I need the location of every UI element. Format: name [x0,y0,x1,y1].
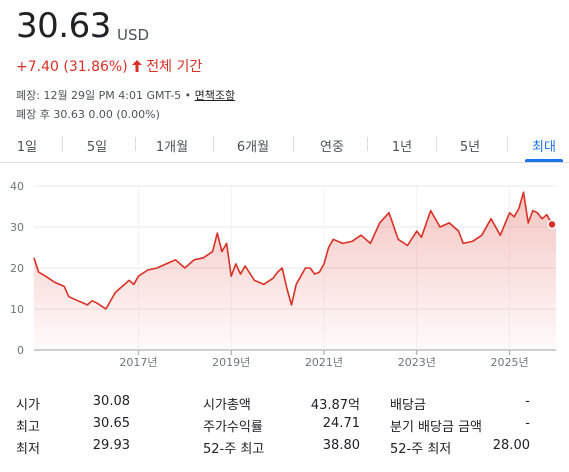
last-price-point [547,219,557,230]
stat-value: 30.65 [92,416,130,431]
close-info-text: 폐장: 12월 29일 PM 4:01 GMT-5 • [16,89,195,102]
stat-label: 최저 [16,442,40,457]
y-tick-label: 40 [10,180,24,193]
stat-value: 29.93 [92,438,130,453]
x-tick-label: 2021년 [305,356,343,369]
y-tick-label: 10 [10,303,24,316]
stat-label: 배당금 [390,398,426,413]
tab-separator [507,137,508,151]
tab-range-7[interactable]: 최대 [532,140,556,155]
stat-label: 시가총액 [203,398,251,413]
stat-value: 24.71 [322,416,360,431]
stat-label: 52-주 최저 [390,442,452,457]
tab-range-2[interactable]: 1개월 [155,140,189,155]
tab-separator [367,137,368,151]
active-tab-indicator [525,159,563,162]
stat-value: - [525,416,530,431]
tab-separator [293,137,294,151]
tab-range-6[interactable]: 5년 [459,140,481,155]
stats-row: 시가 30.08 시가총액 43.87억 배당금 - [0,394,569,414]
price-chart[interactable]: 0 10 20 30 40 2017년 2019년 2021년 2023년 2025년 [0,170,569,380]
y-tick-label: 20 [10,262,24,275]
stats-row: 최고 30.65 주가수익률 24.71 분기 배당금 금액 - [0,416,569,436]
arrow-up-icon [132,60,146,75]
currency-label: USD [117,26,150,44]
stats-row: 최저 29.93 52-주 최고 38.80 52-주 최저 28.00 [0,438,569,458]
tab-range-3[interactable]: 6개월 [236,140,270,155]
stat-value: 43.87억 [310,398,360,413]
tab-range-4[interactable]: 연중 [320,140,344,155]
close-info: 폐장: 12월 29일 PM 4:01 GMT-5 • 면책조항 [16,87,235,103]
stat-label: 주가수익률 [203,420,263,435]
y-tick-label: 30 [10,221,24,234]
tab-separator [213,137,214,151]
stat-value: 38.80 [322,438,360,453]
series-line [33,191,557,310]
tab-separator [436,137,437,151]
stat-label: 최고 [16,420,40,435]
stat-label: 시가 [16,398,40,413]
change-value: +7.40 (31.86%) [16,59,128,75]
stat-value: 30.08 [92,394,130,409]
price-value: 30.63 [16,6,111,46]
x-tick-label: 2025년 [491,356,529,369]
disclaimer-link[interactable]: 면책조항 [194,89,236,102]
tab-range-1[interactable]: 5일 [86,140,108,155]
stat-value: - [525,394,530,409]
x-tick-label: 2023년 [398,356,436,369]
stat-label: 분기 배당금 금액 [390,420,482,435]
x-tick-label: 2017년 [119,356,157,369]
price-change: +7.40 (31.86%) 전체 기간 [16,56,202,76]
tab-range-5[interactable]: 1년 [391,140,413,155]
stat-label: 52-주 최고 [203,442,265,457]
y-tick-label: 0 [17,344,24,357]
after-hours-info: 폐장 후 30.63 0.00 (0.00%) [16,108,160,121]
series-area [34,192,556,350]
change-period: 전체 기간 [146,59,203,75]
tab-separator [135,137,136,151]
range-tabs: 1일 5일 1개월 6개월 연중 1년 5년 최대 [0,128,569,163]
tab-separator [62,137,63,151]
tab-range-0[interactable]: 1일 [16,140,38,155]
x-tick-label: 2019년 [212,356,250,369]
stat-value: 28.00 [492,438,530,453]
